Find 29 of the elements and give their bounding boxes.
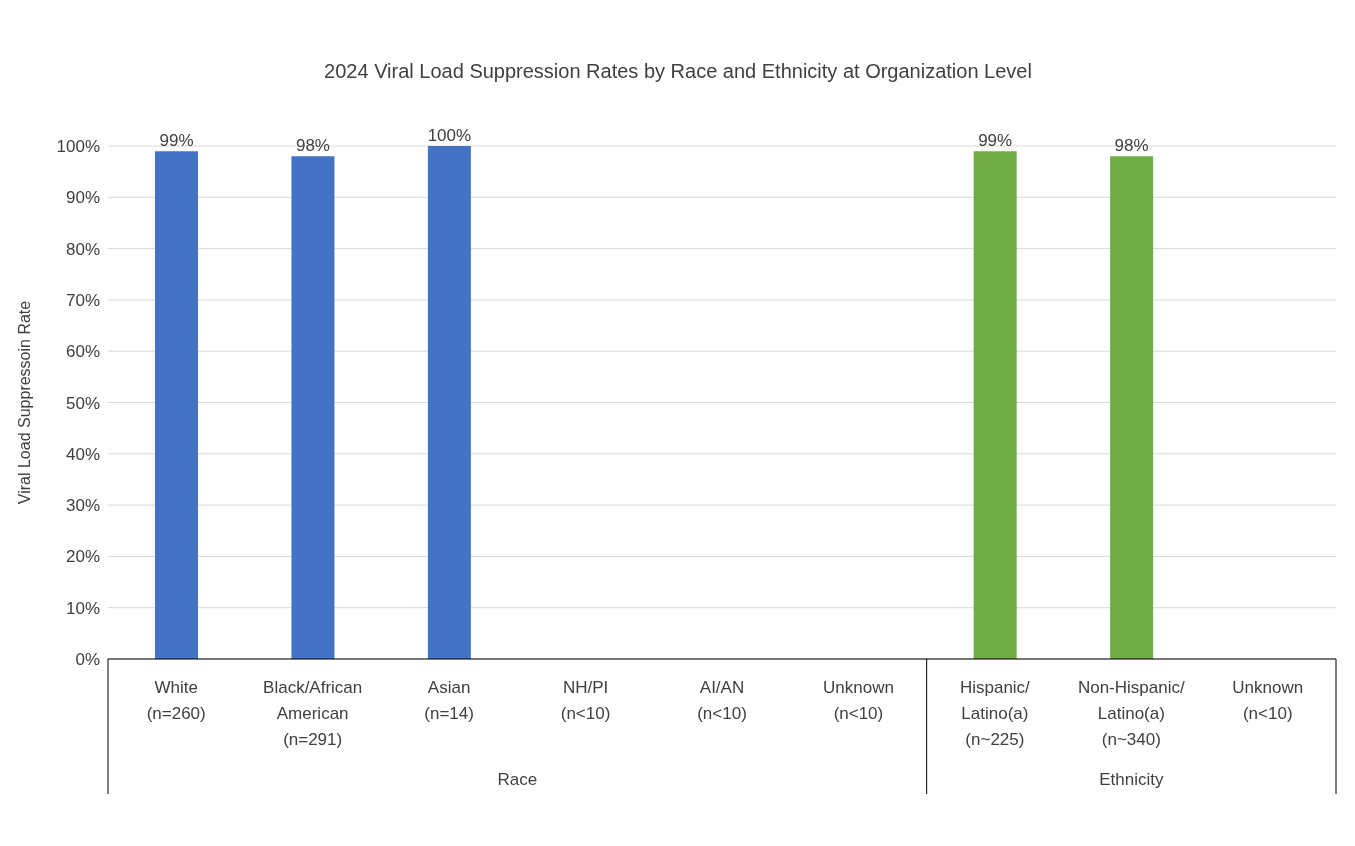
y-tick-label: 10% bbox=[65, 598, 100, 618]
y-tick-label: 80% bbox=[65, 239, 100, 259]
y-axis-title: Viral Load Suppressoin Rate bbox=[15, 300, 33, 505]
y-tick-label: 0% bbox=[75, 650, 100, 670]
y-tick-label: 100% bbox=[56, 137, 100, 157]
x-tick-label: AI/AN (n<10) bbox=[697, 678, 747, 723]
chart-title: 2024 Viral Load Suppression Rates by Race and Ethnicity at Organization Level bbox=[323, 60, 1033, 83]
data-label: 100% bbox=[427, 126, 472, 145]
y-tick-label: 70% bbox=[65, 290, 100, 310]
data-label: 98% bbox=[295, 136, 330, 156]
y-tick-label: 50% bbox=[65, 393, 100, 413]
y-tick-label: 60% bbox=[65, 342, 100, 362]
x-tick-label: Hispanic/ Latino(a) (n~225) bbox=[959, 678, 1031, 749]
data-label: 99% bbox=[978, 131, 1013, 151]
text: Ethnicity bbox=[1099, 770, 1164, 789]
text: Race bbox=[497, 770, 538, 789]
x-tick-label: Black/African American (n=291) bbox=[263, 678, 363, 749]
x-tick-label: Unknown (n<10) bbox=[823, 678, 894, 723]
data-label: 99% bbox=[159, 131, 194, 151]
y-tick-label: 30% bbox=[65, 496, 100, 516]
x-tick-label: White (n=260) bbox=[146, 678, 206, 723]
y-tick-label: 40% bbox=[65, 444, 100, 464]
x-tick-label: NH/PI (n<10) bbox=[560, 678, 611, 723]
x-tick-label: Non-Hispanic/ Latino(a) (n~340) bbox=[1077, 678, 1185, 749]
y-tick-label: 90% bbox=[65, 188, 100, 208]
x-tick-label: Asian (n=14) bbox=[424, 678, 474, 723]
x-tick-label: Unknown (n<10) bbox=[1232, 678, 1304, 723]
data-label: 98% bbox=[1114, 136, 1149, 156]
y-tick-label: 20% bbox=[65, 547, 100, 567]
